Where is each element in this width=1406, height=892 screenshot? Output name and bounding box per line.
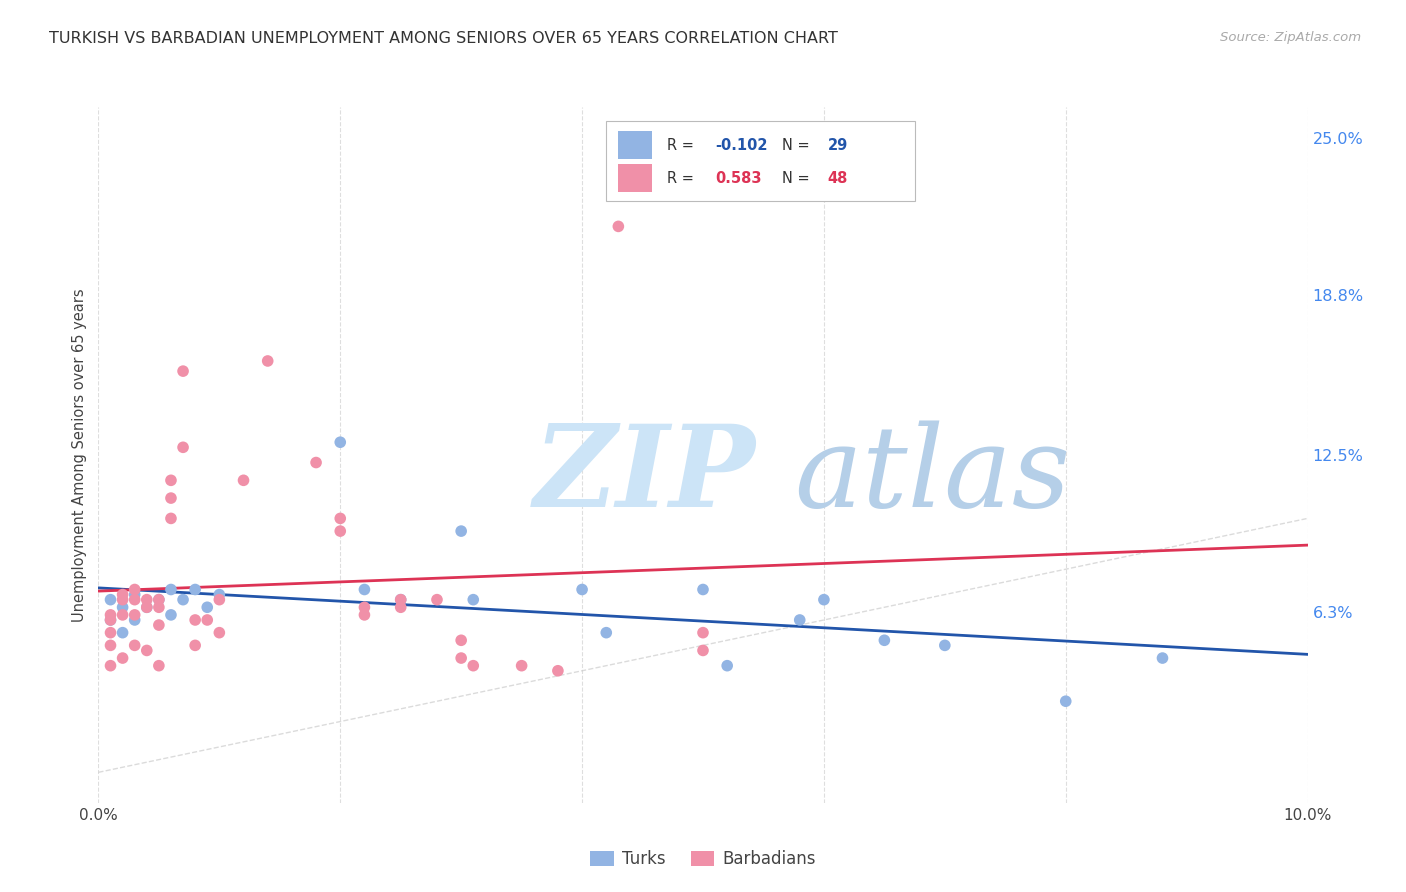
Point bbox=[934, 639, 956, 653]
Text: atlas: atlas bbox=[793, 420, 1070, 531]
FancyBboxPatch shape bbox=[619, 164, 652, 192]
Point bbox=[195, 613, 218, 627]
Text: R =: R = bbox=[666, 137, 699, 153]
FancyBboxPatch shape bbox=[606, 121, 915, 201]
Point bbox=[160, 582, 183, 597]
Point bbox=[124, 588, 146, 602]
Point bbox=[100, 658, 122, 673]
Text: N =: N = bbox=[782, 170, 814, 186]
Point bbox=[100, 613, 122, 627]
Point bbox=[547, 664, 569, 678]
Point bbox=[148, 592, 170, 607]
Point bbox=[124, 613, 146, 627]
Point bbox=[208, 592, 231, 607]
Point bbox=[450, 633, 472, 648]
Point bbox=[195, 600, 218, 615]
Point bbox=[208, 625, 231, 640]
Point bbox=[148, 658, 170, 673]
Point bbox=[450, 651, 472, 665]
Point bbox=[813, 592, 835, 607]
Point bbox=[111, 607, 134, 622]
Point bbox=[160, 511, 183, 525]
Point bbox=[389, 600, 412, 615]
Point bbox=[160, 607, 183, 622]
Point bbox=[172, 592, 194, 607]
Point bbox=[111, 625, 134, 640]
Point bbox=[100, 607, 122, 622]
Text: -0.102: -0.102 bbox=[716, 137, 768, 153]
Point bbox=[389, 592, 412, 607]
Text: 48: 48 bbox=[828, 170, 848, 186]
Y-axis label: Unemployment Among Seniors over 65 years: Unemployment Among Seniors over 65 years bbox=[72, 288, 87, 622]
Point bbox=[329, 435, 352, 450]
Point bbox=[716, 658, 738, 673]
Point bbox=[256, 354, 278, 368]
Point bbox=[124, 592, 146, 607]
Point bbox=[305, 456, 328, 470]
Text: 0.583: 0.583 bbox=[716, 170, 762, 186]
Text: Source: ZipAtlas.com: Source: ZipAtlas.com bbox=[1220, 31, 1361, 45]
Point bbox=[1152, 651, 1174, 665]
Point bbox=[353, 582, 375, 597]
Point bbox=[692, 643, 714, 657]
Point bbox=[389, 592, 412, 607]
Point bbox=[160, 491, 183, 505]
Point bbox=[692, 582, 714, 597]
Point bbox=[111, 651, 134, 665]
Point bbox=[148, 618, 170, 632]
Point bbox=[450, 524, 472, 538]
Point bbox=[135, 600, 157, 615]
Point bbox=[426, 592, 449, 607]
Point bbox=[111, 592, 134, 607]
FancyBboxPatch shape bbox=[619, 131, 652, 159]
Point bbox=[329, 511, 352, 525]
Text: 29: 29 bbox=[828, 137, 848, 153]
Point bbox=[172, 440, 194, 454]
Point bbox=[111, 588, 134, 602]
Text: N =: N = bbox=[782, 137, 814, 153]
Point bbox=[184, 613, 207, 627]
Point bbox=[329, 524, 352, 538]
Point bbox=[172, 364, 194, 378]
Point bbox=[607, 219, 630, 234]
Point bbox=[135, 643, 157, 657]
Legend: Turks, Barbadians: Turks, Barbadians bbox=[583, 843, 823, 874]
Point bbox=[571, 582, 593, 597]
Point bbox=[184, 639, 207, 653]
Point bbox=[232, 473, 254, 487]
Point bbox=[148, 592, 170, 607]
Point bbox=[692, 625, 714, 640]
Point bbox=[135, 592, 157, 607]
Point bbox=[1054, 694, 1077, 708]
Point bbox=[124, 639, 146, 653]
Point bbox=[353, 607, 375, 622]
Point bbox=[463, 592, 485, 607]
Point bbox=[124, 607, 146, 622]
Point bbox=[510, 658, 533, 673]
Text: ZIP: ZIP bbox=[534, 420, 755, 532]
Point bbox=[873, 633, 896, 648]
Point bbox=[789, 613, 811, 627]
Point bbox=[353, 600, 375, 615]
Text: R =: R = bbox=[666, 170, 699, 186]
Point bbox=[184, 582, 207, 597]
Point bbox=[100, 592, 122, 607]
Point bbox=[463, 658, 485, 673]
Point bbox=[124, 582, 146, 597]
Point bbox=[100, 639, 122, 653]
Text: TURKISH VS BARBADIAN UNEMPLOYMENT AMONG SENIORS OVER 65 YEARS CORRELATION CHART: TURKISH VS BARBADIAN UNEMPLOYMENT AMONG … bbox=[49, 31, 838, 46]
Point bbox=[100, 625, 122, 640]
Point bbox=[595, 625, 617, 640]
Point bbox=[111, 600, 134, 615]
Point bbox=[100, 613, 122, 627]
Point bbox=[148, 600, 170, 615]
Point bbox=[135, 600, 157, 615]
Point bbox=[160, 473, 183, 487]
Point bbox=[208, 588, 231, 602]
